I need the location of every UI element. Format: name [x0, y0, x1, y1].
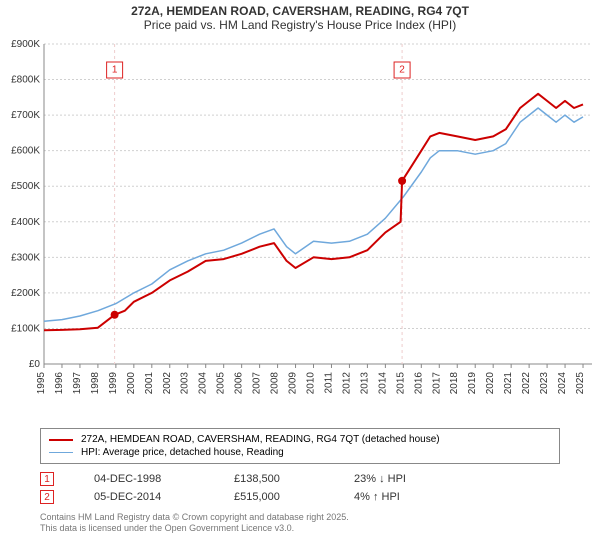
- svg-text:£400K: £400K: [11, 217, 40, 228]
- marker-row-2: 2 05-DEC-2014 £515,000 4% ↑ HPI: [40, 488, 560, 506]
- svg-text:£900K: £900K: [11, 39, 40, 50]
- svg-text:£300K: £300K: [11, 252, 40, 263]
- svg-text:£100K: £100K: [11, 323, 40, 334]
- svg-text:1998: 1998: [90, 372, 101, 395]
- svg-text:£500K: £500K: [11, 181, 40, 192]
- svg-text:2001: 2001: [144, 372, 155, 395]
- svg-text:1999: 1999: [108, 372, 119, 395]
- attribution-line1: Contains HM Land Registry data © Crown c…: [40, 512, 560, 523]
- svg-text:2011: 2011: [323, 372, 334, 394]
- marker-num-2: 2: [40, 490, 54, 504]
- legend-label-hpi: HPI: Average price, detached house, Read…: [81, 447, 284, 458]
- svg-text:£800K: £800K: [11, 75, 40, 86]
- svg-text:2024: 2024: [557, 372, 568, 395]
- legend: 272A, HEMDEAN ROAD, CAVERSHAM, READING, …: [40, 428, 560, 464]
- svg-text:2000: 2000: [126, 372, 137, 395]
- svg-text:2023: 2023: [539, 372, 550, 395]
- svg-text:2: 2: [399, 65, 405, 76]
- svg-text:2006: 2006: [234, 372, 245, 395]
- svg-text:2020: 2020: [485, 372, 496, 395]
- marker-hpi-2: 4% ↑ HPI: [354, 491, 444, 503]
- legend-item-hpi: HPI: Average price, detached house, Read…: [49, 446, 551, 459]
- svg-text:2015: 2015: [395, 372, 406, 395]
- svg-text:2016: 2016: [413, 372, 424, 395]
- legend-swatch-price: [49, 439, 73, 441]
- attribution-line2: This data is licensed under the Open Gov…: [40, 523, 560, 534]
- marker-row-1: 1 04-DEC-1998 £138,500 23% ↓ HPI: [40, 470, 560, 488]
- svg-text:2021: 2021: [503, 372, 514, 395]
- svg-text:2010: 2010: [306, 372, 317, 395]
- svg-text:1: 1: [112, 65, 118, 76]
- svg-text:2017: 2017: [431, 372, 442, 395]
- price-chart: £0 £100K £200K £300K £400K £500K £600K £700K £80…: [0, 34, 600, 424]
- svg-text:1995: 1995: [36, 372, 47, 395]
- legend-item-price: 272A, HEMDEAN ROAD, CAVERSHAM, READING, …: [49, 433, 551, 446]
- marker-date-1: 04-DEC-1998: [94, 473, 194, 485]
- svg-text:2007: 2007: [252, 372, 263, 395]
- title-line2: Price paid vs. HM Land Registry's House …: [0, 18, 600, 32]
- marker-hpi-1: 23% ↓ HPI: [354, 473, 444, 485]
- svg-text:£600K: £600K: [11, 146, 40, 157]
- chart-svg: £0 £100K £200K £300K £400K £500K £600K £700K £80…: [0, 34, 600, 424]
- svg-text:£700K: £700K: [11, 110, 40, 121]
- svg-text:2008: 2008: [270, 372, 281, 395]
- legend-swatch-hpi: [49, 452, 73, 453]
- svg-text:2009: 2009: [288, 372, 299, 395]
- svg-text:2019: 2019: [467, 372, 478, 395]
- legend-label-price: 272A, HEMDEAN ROAD, CAVERSHAM, READING, …: [81, 434, 440, 445]
- svg-text:2014: 2014: [377, 372, 388, 395]
- marker-price-2: £515,000: [234, 491, 314, 503]
- svg-text:1997: 1997: [72, 372, 83, 395]
- svg-text:2025: 2025: [575, 372, 586, 395]
- svg-text:2013: 2013: [359, 372, 370, 395]
- attribution: Contains HM Land Registry data © Crown c…: [40, 512, 560, 534]
- svg-text:2018: 2018: [449, 372, 460, 395]
- marker-num-1: 1: [40, 472, 54, 486]
- svg-text:2002: 2002: [162, 372, 173, 395]
- svg-text:1996: 1996: [54, 372, 65, 395]
- svg-text:£200K: £200K: [11, 288, 40, 299]
- svg-text:2003: 2003: [180, 372, 191, 395]
- svg-text:2012: 2012: [341, 372, 352, 395]
- svg-text:2004: 2004: [198, 372, 209, 395]
- title-line1: 272A, HEMDEAN ROAD, CAVERSHAM, READING, …: [0, 4, 600, 18]
- chart-title: 272A, HEMDEAN ROAD, CAVERSHAM, READING, …: [0, 0, 600, 34]
- marker-date-2: 05-DEC-2014: [94, 491, 194, 503]
- marker-price-1: £138,500: [234, 473, 314, 485]
- svg-text:2005: 2005: [216, 372, 227, 395]
- marker-table: 1 04-DEC-1998 £138,500 23% ↓ HPI 2 05-DE…: [40, 470, 560, 506]
- svg-text:£0: £0: [29, 359, 41, 370]
- svg-text:2022: 2022: [521, 372, 532, 395]
